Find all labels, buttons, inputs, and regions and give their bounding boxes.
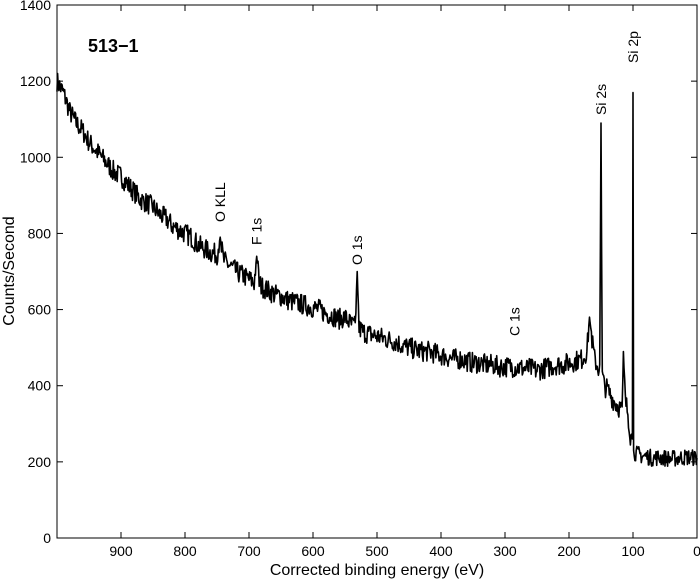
y-tick-label: 1000 <box>20 149 51 165</box>
peak-label: O 1s <box>349 235 365 265</box>
y-tick-label: 800 <box>28 225 52 241</box>
x-tick-label: 800 <box>173 543 197 559</box>
x-tick-label: 900 <box>109 543 133 559</box>
x-tick-label: 700 <box>237 543 261 559</box>
y-tick-label: 400 <box>28 378 52 394</box>
axis-ticks: 900 800 700 600 500 400 300 200 100 0020040060080… <box>20 0 700 559</box>
peak-label: Si 2s <box>593 84 609 115</box>
y-tick-label: 600 <box>28 302 52 318</box>
x-axis-label: Corrected binding energy (eV) <box>270 562 484 579</box>
y-tick-label: 0 <box>43 530 51 546</box>
peak-label: Si 2p <box>625 31 641 63</box>
y-tick-label: 1200 <box>20 73 51 89</box>
x-tick-label: 300 <box>493 543 517 559</box>
x-tick-label: 600 <box>301 543 325 559</box>
sample-label: 513−1 <box>88 36 139 56</box>
x-tick-label: 0 <box>693 543 700 559</box>
y-axis-label: Counts/Second <box>1 216 18 325</box>
plot-frame <box>56 4 698 539</box>
peak-annotations: O KLL F 1s O 1s C 1s Si 2s Si 2p <box>212 31 641 336</box>
y-tick-label: 1400 <box>20 0 51 13</box>
peak-label: F 1s <box>249 218 265 245</box>
x-tick-label: 100 <box>621 543 645 559</box>
y-tick-label: 200 <box>28 454 52 470</box>
peak-label: O KLL <box>212 182 228 222</box>
x-tick-label: 500 <box>365 543 389 559</box>
x-tick-label: 200 <box>557 543 581 559</box>
x-tick-label: 400 <box>429 543 453 559</box>
peak-label: C 1s <box>507 307 523 336</box>
spectrum-line <box>56 72 698 467</box>
